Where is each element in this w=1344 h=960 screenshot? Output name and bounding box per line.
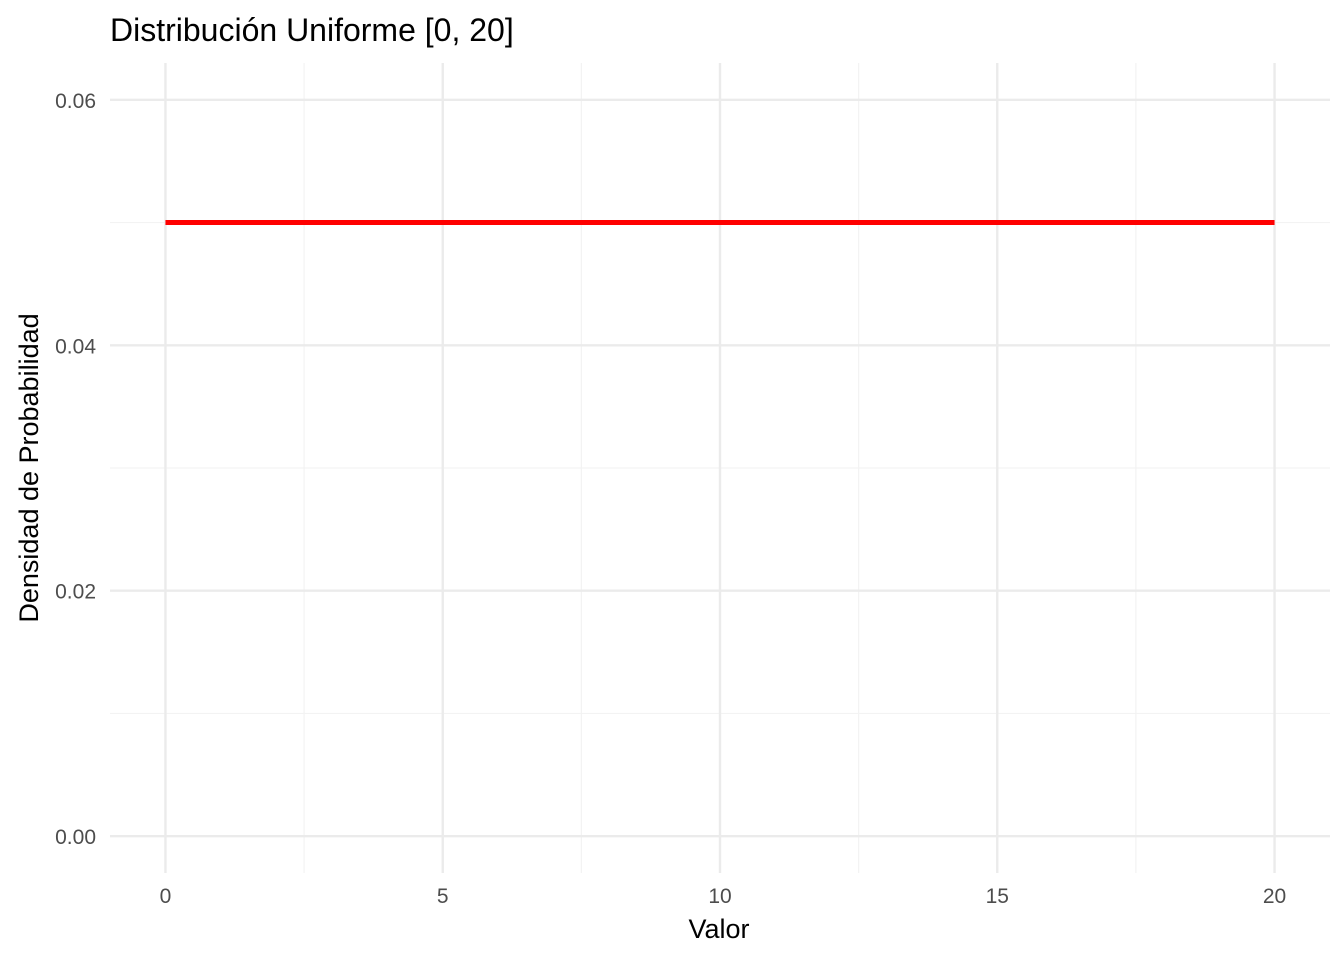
y-tick-label-1: 0.02 — [55, 581, 96, 604]
x-tick-labels: 0 5 10 15 20 — [160, 885, 1287, 908]
x-tick-label-1: 5 — [437, 885, 449, 908]
x-axis-title: Valor — [688, 914, 749, 944]
grid-layer — [110, 63, 1330, 873]
x-tick-label-0: 0 — [160, 885, 172, 908]
chart-title: Distribución Uniforme [0, 20] — [110, 12, 514, 48]
y-tick-labels: 0.00 0.02 0.04 0.06 — [55, 90, 96, 849]
x-tick-label-4: 20 — [1263, 885, 1286, 908]
x-tick-label-2: 10 — [708, 885, 731, 908]
y-tick-label-2: 0.04 — [55, 335, 96, 358]
y-tick-label-3: 0.06 — [55, 90, 96, 113]
x-tick-label-3: 15 — [986, 885, 1009, 908]
y-axis-title: Densidad de Probabilidad — [14, 313, 44, 622]
y-tick-label-0: 0.00 — [55, 826, 96, 849]
